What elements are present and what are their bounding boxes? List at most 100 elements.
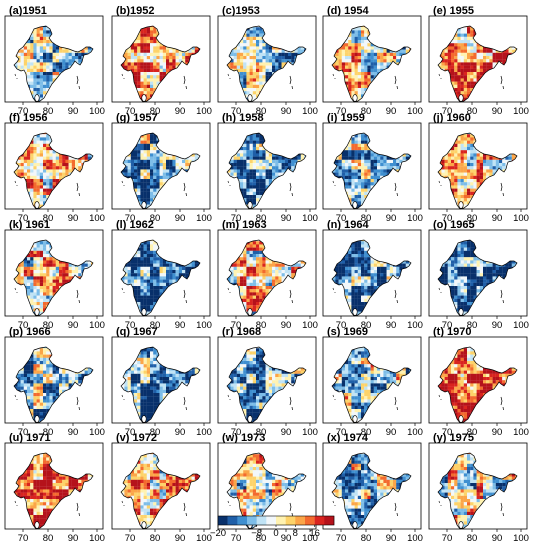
grid-cell xyxy=(137,143,141,148)
grid-cell xyxy=(153,182,157,186)
grid-cell xyxy=(62,166,66,170)
grid-cell xyxy=(361,52,365,57)
grid-cell xyxy=(30,195,34,199)
grid-cell xyxy=(386,52,390,57)
grid-cell xyxy=(137,59,141,63)
grid-cell xyxy=(243,84,247,89)
grid-cell xyxy=(259,52,263,57)
grid-cell xyxy=(451,68,455,73)
grid-cell xyxy=(124,52,128,57)
grid-cell xyxy=(476,68,480,73)
grid-cell xyxy=(438,62,442,66)
grid-cell xyxy=(240,68,244,73)
grid-cell xyxy=(65,159,69,164)
grid-cell xyxy=(140,68,144,73)
grid-cell xyxy=(246,75,250,79)
grid-cell xyxy=(143,84,147,89)
grid-cell xyxy=(162,169,167,173)
grid-cell xyxy=(191,153,195,157)
grid-cell xyxy=(479,52,484,57)
grid-cell xyxy=(30,147,34,151)
grid-cell xyxy=(182,166,186,170)
grid-cell xyxy=(153,147,157,151)
grid-cell xyxy=(294,52,298,57)
grid-cell xyxy=(39,156,44,160)
grid-cell xyxy=(17,49,21,53)
grid-cell xyxy=(351,49,355,53)
grid-cell xyxy=(262,40,266,44)
grid-cell xyxy=(281,49,285,53)
grid-cell xyxy=(169,163,173,167)
grid-cell xyxy=(172,172,176,176)
grid-cell xyxy=(33,191,37,196)
grid-cell xyxy=(348,36,352,41)
grid-cell xyxy=(367,68,371,73)
grid-cell xyxy=(33,185,37,189)
grid-cell xyxy=(249,84,253,89)
grid-cell xyxy=(351,36,355,41)
grid-cell xyxy=(81,52,85,57)
grid-cell xyxy=(36,65,40,69)
grid-cell xyxy=(52,163,56,167)
grid-cell xyxy=(134,179,138,183)
x-tick-label: 90 xyxy=(68,106,79,117)
grid-cell xyxy=(467,46,471,50)
grid-cell xyxy=(383,52,387,57)
grid-cell xyxy=(185,104,188,107)
grid-cell xyxy=(252,27,257,31)
grid-cell xyxy=(354,40,358,44)
grid-cell xyxy=(156,159,160,164)
grid-cell xyxy=(278,59,282,63)
grid-cell xyxy=(354,33,358,37)
grid-cell xyxy=(130,172,135,176)
grid-cell xyxy=(175,166,179,170)
grid-cell xyxy=(68,166,72,170)
grid-cell xyxy=(495,49,500,53)
grid-cell xyxy=(454,49,458,53)
grid-cell xyxy=(460,27,464,31)
grid-cell xyxy=(262,59,266,63)
grid-cell xyxy=(46,172,50,176)
grid-cell xyxy=(143,163,147,167)
grid-cell xyxy=(367,52,371,57)
grid-cell xyxy=(27,78,31,82)
grid-cell xyxy=(33,140,37,144)
grid-cell xyxy=(150,201,154,205)
grid-cell xyxy=(265,56,269,60)
grid-cell xyxy=(354,43,358,47)
grid-cell xyxy=(470,62,474,66)
grid-cell xyxy=(236,59,241,63)
grid-cell xyxy=(153,81,157,85)
grid-cell xyxy=(150,43,154,47)
grid-cell xyxy=(281,56,285,60)
grid-cell xyxy=(172,159,176,164)
grid-cell xyxy=(143,68,147,73)
grid-cell xyxy=(338,65,342,69)
grid-cell xyxy=(27,52,31,57)
grid-cell xyxy=(52,166,56,170)
grid-cell xyxy=(137,156,141,160)
grid-cell xyxy=(451,75,455,79)
grid-cell xyxy=(49,75,53,79)
grid-cell xyxy=(252,91,257,95)
grid-cell xyxy=(153,27,157,31)
grid-cell xyxy=(33,211,36,214)
grid-cell xyxy=(59,166,63,170)
grid-cell xyxy=(39,172,44,176)
grid-cell xyxy=(140,156,144,160)
grid-cell xyxy=(351,40,355,44)
grid-cell xyxy=(87,46,92,50)
grid-cell xyxy=(156,163,160,167)
grid-cell xyxy=(49,169,53,173)
grid-cell xyxy=(473,52,477,57)
grid-cell xyxy=(43,46,47,50)
grid-cell xyxy=(467,26,471,28)
grid-cell xyxy=(357,43,362,47)
grid-cell xyxy=(473,59,477,63)
grid-cell xyxy=(249,59,253,63)
grid-cell xyxy=(335,59,339,63)
grid-cell xyxy=(480,104,483,107)
grid-cell xyxy=(479,46,484,50)
grid-cell xyxy=(373,68,378,73)
grid-cell xyxy=(75,59,79,63)
